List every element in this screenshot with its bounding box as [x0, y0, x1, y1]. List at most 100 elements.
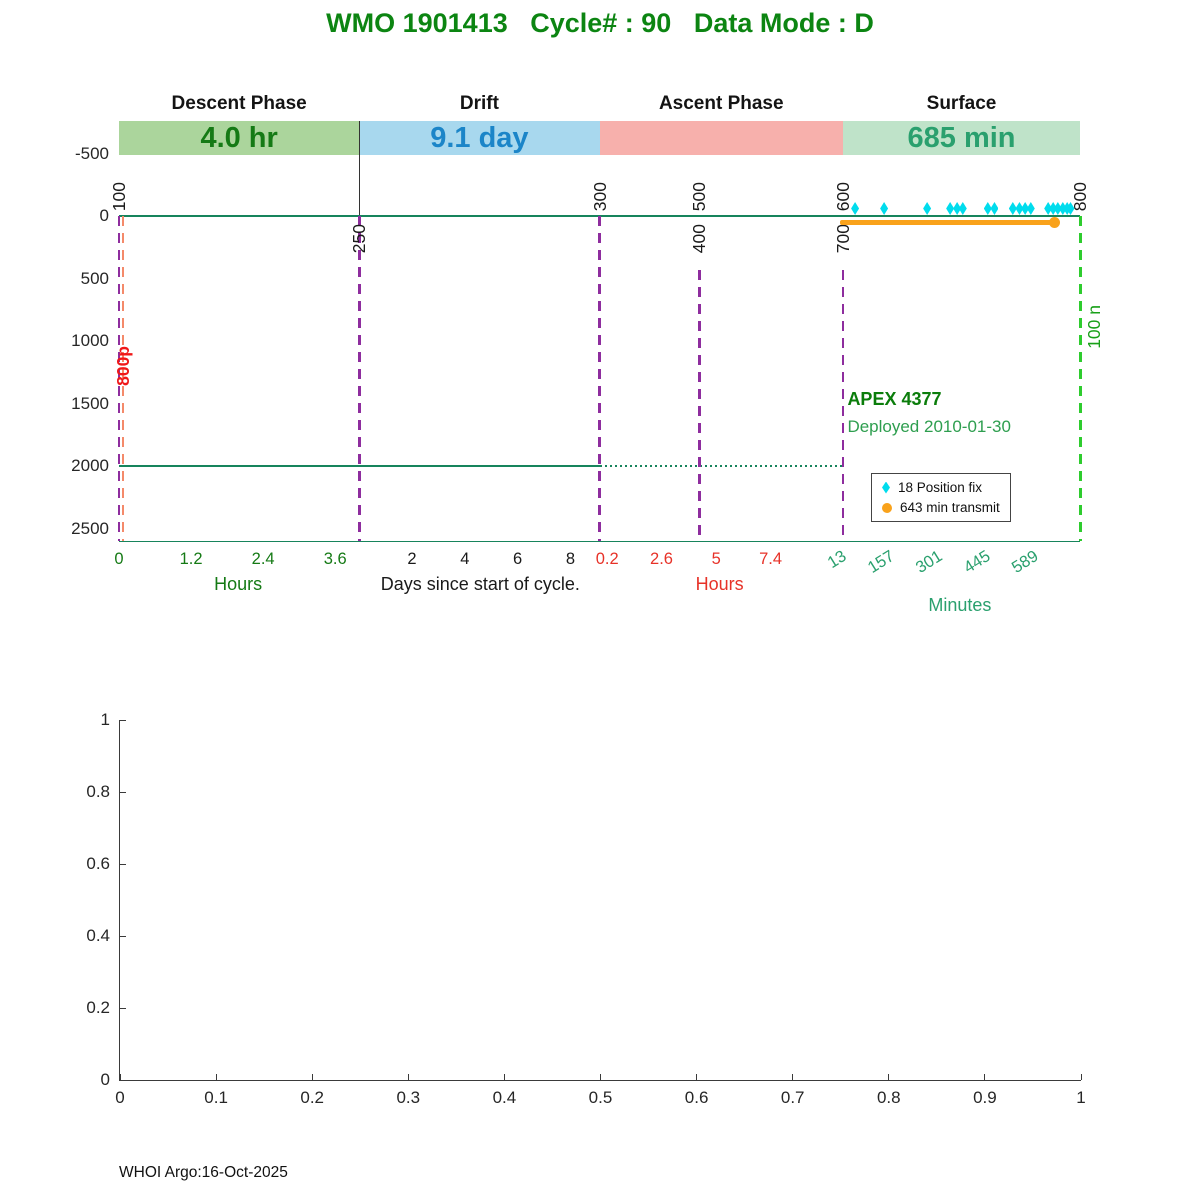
event-label-250: 250 [349, 224, 370, 254]
empty-y-tick-0-6: 0.6 [86, 854, 110, 873]
park-line-dotted [599, 465, 844, 467]
phase-header-drift: Drift [459, 93, 499, 114]
annotation-apex-4377: APEX 4377 [847, 388, 942, 409]
empty-x-tick-0: 0 [115, 1088, 125, 1107]
event-line-100 [117, 216, 121, 541]
event-line-400 [698, 269, 701, 541]
event-line-300 [598, 216, 601, 541]
phase-duration-descent-phase: 4.0 hr [200, 122, 278, 154]
position-fix-0 [851, 202, 860, 215]
legend-item-0: 18 Position fix [882, 480, 1000, 495]
axis-caption-minutes-3: Minutes [928, 595, 992, 615]
y-tick-500: 500 [80, 268, 109, 288]
empty-x-tickmark-0-2 [311, 1074, 313, 1080]
x-tick-axis0-2-4: 2.4 [251, 550, 275, 568]
x-tick-axis2-7-4: 7.4 [759, 550, 783, 568]
legend-item-1: 643 min transmit [882, 500, 1000, 515]
x-tick-axis2-0-2: 0.2 [595, 550, 619, 568]
empty-x-tick-0-9: 0.9 [973, 1088, 997, 1107]
legend-label-1: 643 min transmit [900, 500, 1000, 515]
position-fix-6 [983, 202, 992, 215]
x-tick-axis1-2: 2 [407, 550, 417, 568]
event-label-600: 600 [833, 181, 854, 211]
transmit-line [839, 220, 1055, 226]
axis-caption-hours-0: Hours [214, 574, 263, 594]
empty-y-tickmark-0 [120, 1079, 126, 1081]
event-label-500: 500 [689, 181, 710, 211]
footer-text: WHOI Argo:16-Oct-2025 [119, 1164, 288, 1181]
event-line-250 [358, 216, 361, 541]
event-line-800 [1078, 216, 1082, 541]
empty-x-tickmark-0-4 [503, 1074, 505, 1080]
x-tick-axis0-0: 0 [114, 550, 124, 568]
empty-x-tickmark-0 [119, 1074, 121, 1080]
phase-separator [358, 121, 360, 216]
circle-icon [882, 502, 892, 513]
legend-box: 18 Position fix 643 min transmit [871, 473, 1011, 522]
axis-caption-hours-2: Hours [695, 574, 744, 594]
diamond-icon [882, 481, 890, 494]
phase-band-drift [359, 121, 600, 155]
empty-y-tick-0-2: 0.2 [86, 998, 110, 1017]
event-label-100-n: 100 n [1084, 304, 1104, 349]
x-tick-axis3-301: 301 [912, 547, 946, 577]
empty-x-tickmark-0-5 [600, 1074, 601, 1080]
x-tick-axis3-157: 157 [864, 547, 898, 577]
y-tick-0: 0 [99, 206, 109, 225]
position-fix-1 [880, 202, 889, 215]
x-tick-axis1-6: 6 [513, 550, 523, 568]
annotation-deployed-2010-01-30: Deployed 2010-01-30 [847, 417, 1011, 437]
legend-label-0: 18 Position fix [898, 480, 983, 495]
event-label-800p: 800p [112, 346, 133, 386]
y-tick-2500: 2500 [71, 518, 109, 538]
empty-x-tick-0-8: 0.8 [876, 1088, 901, 1107]
empty-y-tickmark-0-8 [120, 791, 126, 793]
axis-caption-days-since-start-of-cycle--1: Days since start of cycle. [380, 574, 580, 594]
phase-duration-drift: 9.1 day [430, 122, 529, 154]
empty-y-tickmark-0-2 [120, 1007, 126, 1009]
empty-y-tickmark-1 [120, 719, 126, 721]
phase-duration-surface: 685 min [907, 122, 1016, 154]
empty-x-tickmark-0-6 [696, 1074, 698, 1080]
phase-header-surface: Surface [926, 93, 997, 114]
x-tick-axis0-1-2: 1.2 [179, 550, 203, 568]
empty-x-tick-0-2: 0.2 [300, 1088, 324, 1107]
empty-y-tick-1: 1 [100, 710, 110, 729]
position-fix-3 [946, 202, 955, 215]
position-fix-5 [958, 202, 967, 215]
chart-title: WMO 1901413 Cycle# : 90 Data Mode : D [326, 8, 874, 38]
x-tick-axis3-589: 589 [1008, 547, 1042, 577]
empty-x-tickmark-0-1 [215, 1074, 217, 1080]
empty-x-tickmark-0-3 [407, 1074, 409, 1080]
event-label-300: 300 [589, 181, 610, 211]
event-label-100: 100 [109, 181, 129, 211]
empty-x-tickmark-1 [1080, 1074, 1082, 1080]
empty-y-tick-0-4: 0.4 [86, 926, 110, 945]
phase-band-surface [843, 121, 1080, 155]
phase-band-ascent-phase [599, 121, 844, 155]
secondary-empty-plot: 0 0.2 0.4 0.6 0.8 1 0 0.1 0.2 0.3 0.4 0.5 0.6 0.7 0.8 0… [86, 710, 1085, 1107]
event-line-700 [841, 269, 845, 541]
phase-header-descent-phase: Descent Phase [171, 93, 307, 114]
position-fix-15 [1058, 202, 1067, 215]
position-fix-2 [923, 202, 932, 215]
phase-header-ascent-phase: Ascent Phase [658, 93, 784, 114]
empty-x-tickmark-0-7 [792, 1074, 794, 1080]
empty-x-tick-1: 1 [1076, 1088, 1086, 1107]
position-fix-7 [990, 202, 999, 215]
empty-y-tick-0-8: 0.8 [86, 782, 110, 801]
empty-y-tickmark-0-4 [120, 935, 126, 937]
event-line-800p [121, 216, 125, 541]
x-tick-axis0-3-6: 3.6 [323, 550, 347, 568]
event-label-700: 700 [833, 224, 854, 254]
empty-x-tick-0-3: 0.3 [396, 1088, 421, 1107]
position-fix-12 [1044, 202, 1053, 215]
position-fix-14 [1053, 202, 1062, 215]
position-fix-8 [1008, 202, 1017, 215]
y-tick--500: -500 [74, 143, 109, 163]
position-fix-4 [953, 202, 962, 215]
empty-x-tick-0-5: 0.5 [588, 1088, 613, 1107]
event-label-400: 400 [689, 224, 710, 254]
y-tick-2000: 2000 [71, 456, 109, 475]
empty-x-tick-0-1: 0.1 [204, 1088, 228, 1107]
